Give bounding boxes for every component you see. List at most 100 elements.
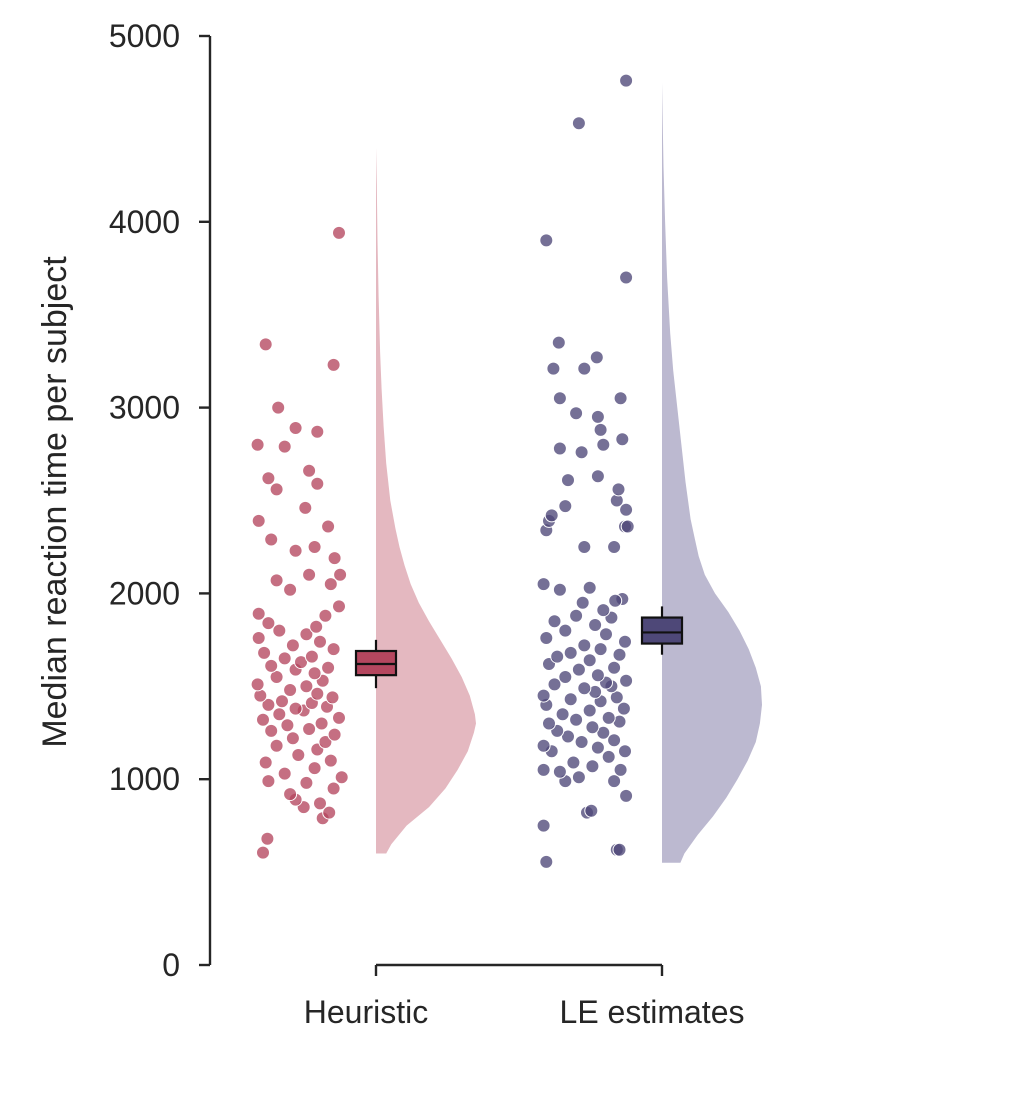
point-0-85 xyxy=(332,225,346,240)
point-0-15 xyxy=(323,753,338,768)
point-0-59 xyxy=(318,608,333,623)
point-1-32 xyxy=(616,701,631,716)
point-0-49 xyxy=(304,649,319,664)
point-1-36 xyxy=(609,690,624,705)
point-0-69 xyxy=(307,540,322,554)
point-0-65 xyxy=(302,567,317,582)
point-0-46 xyxy=(264,658,279,673)
point-0-66 xyxy=(333,567,348,582)
point-0-53 xyxy=(313,634,327,649)
point-1-76 xyxy=(544,508,559,523)
point-0-22 xyxy=(264,723,279,738)
point-0-75 xyxy=(269,482,284,497)
point-1-90 xyxy=(613,391,628,406)
point-1-52 xyxy=(563,645,578,660)
point-1-54 xyxy=(577,638,592,653)
point-1-57 xyxy=(599,627,613,642)
point-0-42 xyxy=(269,670,284,684)
point-0-70 xyxy=(264,532,279,547)
point-1-81 xyxy=(561,473,575,488)
box-layer xyxy=(354,606,684,689)
point-0-16 xyxy=(291,748,306,762)
point-1-9 xyxy=(571,770,586,785)
point-0-32 xyxy=(261,697,276,712)
point-0-72 xyxy=(251,513,266,528)
point-0-55 xyxy=(299,627,314,642)
point-0-82 xyxy=(271,400,286,415)
point-0-11 xyxy=(334,770,349,785)
point-0-39 xyxy=(299,679,314,694)
point-1-31 xyxy=(582,703,597,718)
point-0-77 xyxy=(302,463,317,478)
point-0-43 xyxy=(307,666,322,681)
point-1-96 xyxy=(619,270,634,285)
point-0-63 xyxy=(323,577,338,592)
point-1-83 xyxy=(574,445,589,460)
point-1-17 xyxy=(618,744,632,759)
tick-layer: 0 1000 2000 3000 4000 5000 Heuristic LE estimat… xyxy=(109,18,745,1030)
x-tick-label-0: Heuristic xyxy=(304,994,428,1030)
point-1-26 xyxy=(542,716,556,731)
point-0-78 xyxy=(250,437,265,452)
box-body-1 xyxy=(640,616,684,645)
point-1-3 xyxy=(536,818,551,833)
point-1-46 xyxy=(571,662,586,677)
point-1-97 xyxy=(539,233,554,248)
point-0-26 xyxy=(256,712,270,727)
y-tick-label-4: 4000 xyxy=(109,204,180,240)
point-1-13 xyxy=(585,759,600,774)
point-0-0 xyxy=(256,845,270,860)
point-1-5 xyxy=(584,803,599,818)
point-1-69 xyxy=(536,577,551,592)
point-0-25 xyxy=(314,716,329,731)
point-0-81 xyxy=(288,421,303,435)
cloud-layer xyxy=(376,82,762,863)
point-0-83 xyxy=(326,357,341,372)
point-0-58 xyxy=(261,616,276,631)
point-1-74 xyxy=(620,519,635,534)
box-1 xyxy=(640,606,684,655)
point-1-99 xyxy=(619,73,634,88)
point-1-58 xyxy=(558,623,573,638)
point-1-8 xyxy=(607,774,622,789)
point-1-66 xyxy=(608,593,623,608)
point-0-10 xyxy=(299,775,314,790)
point-0-23 xyxy=(302,722,317,736)
point-1-92 xyxy=(577,361,592,376)
y-tick-label-3: 3000 xyxy=(109,390,180,426)
y-tick-label-0: 0 xyxy=(162,947,180,983)
point-0-50 xyxy=(257,645,272,660)
point-0-7 xyxy=(283,787,298,802)
point-1-71 xyxy=(607,540,622,554)
point-1-37 xyxy=(536,688,551,703)
point-1-87 xyxy=(593,422,608,437)
point-1-62 xyxy=(569,608,584,623)
point-0-40 xyxy=(250,677,265,692)
point-0-60 xyxy=(251,606,266,621)
point-1-63 xyxy=(596,603,611,618)
point-1-94 xyxy=(589,350,604,365)
point-0-68 xyxy=(288,543,303,558)
point-0-14 xyxy=(258,755,273,770)
point-0-67 xyxy=(327,551,342,566)
point-1-19 xyxy=(536,738,551,753)
point-1-14 xyxy=(566,755,581,770)
point-1-21 xyxy=(607,733,622,748)
point-0-76 xyxy=(261,471,276,486)
point-0-20 xyxy=(285,731,300,746)
point-1-39 xyxy=(577,681,592,696)
point-0-12 xyxy=(277,766,292,781)
point-0-84 xyxy=(258,337,273,352)
cloud-0 xyxy=(376,147,476,854)
point-1-50 xyxy=(550,649,565,664)
point-1-15 xyxy=(601,749,616,764)
point-1-85 xyxy=(596,437,611,452)
point-1-45 xyxy=(590,668,605,683)
axes: Median reaction time per subject xyxy=(36,36,662,967)
point-1-77 xyxy=(619,502,634,517)
point-1-44 xyxy=(558,670,573,684)
point-1-2 xyxy=(612,842,627,857)
point-1-35 xyxy=(563,692,578,707)
point-0-51 xyxy=(326,642,341,657)
